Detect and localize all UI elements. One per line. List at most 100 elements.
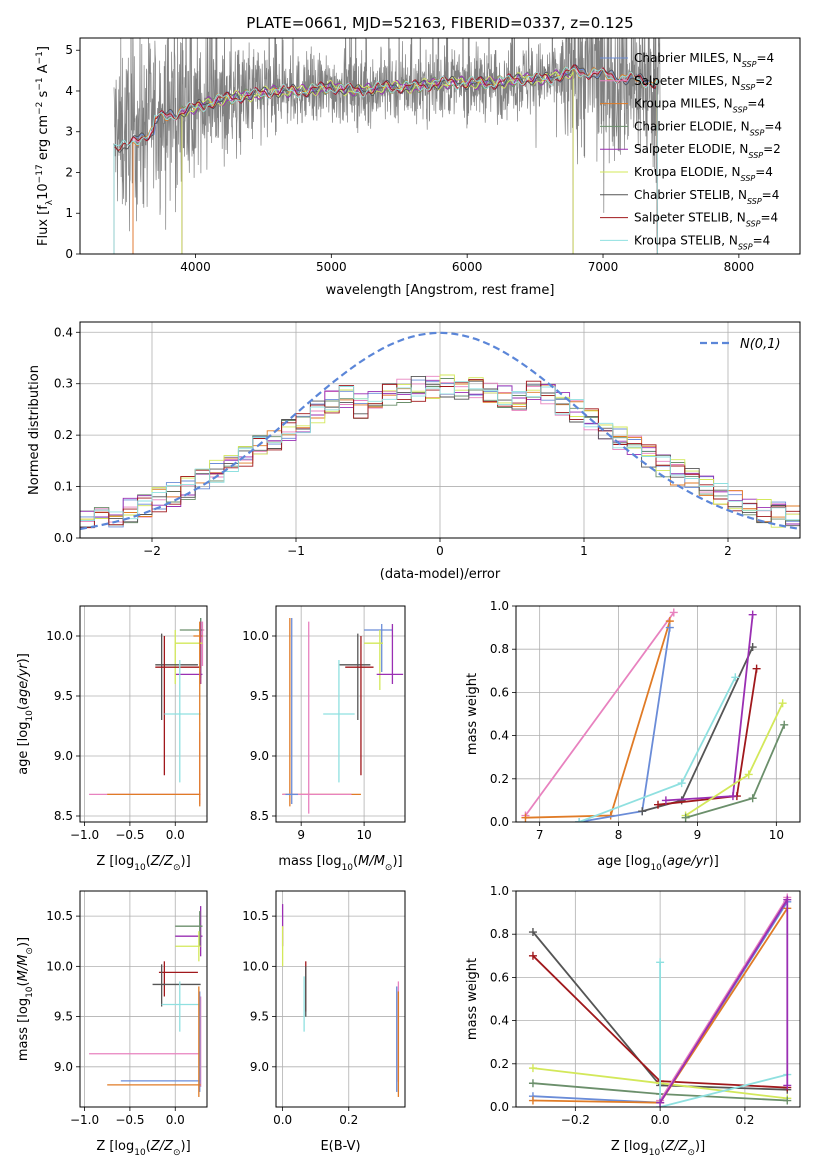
tick-label-y: 9.5 [54,689,73,703]
legend-sub: SSP [750,128,765,137]
series-marker [528,1079,537,1088]
x-axis-label: (data-model)/error [380,567,501,582]
legend-text: Kroupa ELODIE, N [634,165,741,179]
series-line-salpeter-miles [659,897,789,1101]
legend-text: =2 [755,74,773,88]
legend-text: Chabrier STELIB, N [634,188,747,202]
series-marker [778,699,787,708]
axes-frame [79,605,208,823]
tick-label-y: 0.4 [490,729,509,743]
legend-sub: SSP [741,82,756,91]
tick-label-y: 0.4 [490,1014,509,1028]
tick-label-x: −1.0 [70,828,99,842]
axes-frame [515,605,801,823]
label-part: mass [log [278,854,341,869]
x-axis-label: mass [log10(M/M⊙)] [278,854,402,873]
tick-label-x: −0.5 [115,1113,144,1127]
series-marker [528,928,537,937]
tick-label-x: 7000 [588,260,619,274]
plot-area [80,891,207,1107]
series-marker [731,673,740,682]
tick-label-y: 0.2 [490,1057,509,1071]
label-part: )] [181,854,191,869]
tick-label-y: 5 [65,43,73,57]
legend-text: =4 [755,165,773,179]
legend-label: Kroupa MILES, NSSP=4 [634,97,765,115]
panel-mass_vs_EBV: 0.0 0.2 9.0 9.5 10.0 10.5 E(B-V) [242,890,406,1154]
y-axis-label: mass weight [465,958,480,1040]
model-line-salpeter-stelib [113,64,658,254]
label-part: A [36,64,51,77]
tick-label-x: 6000 [452,260,483,274]
legend-text: Salpeter ELODIE, N [634,142,748,156]
tick-label-y: 1.0 [490,884,509,898]
label-part: Z [log [96,1139,134,1154]
series-marker [528,951,537,960]
x-axis-label: E(B-V) [320,1139,360,1154]
tick-label-y: 10.0 [242,629,269,643]
legend-label: Chabrier ELODIE, NSSP=4 [634,119,782,137]
legend-label: Kroupa STELIB, NSSP=4 [634,233,770,251]
series-marker [783,895,792,904]
label-part: ( [662,854,667,869]
tick-label-y: 0.6 [490,970,509,984]
label-part: 10 [25,710,35,722]
tick-label-x: 0 [436,544,444,558]
y-axis-label: mass [log10(M/M⊙)] [16,937,35,1061]
label-part: )] [695,1139,705,1154]
tick-label-y: 0.8 [490,642,509,656]
tick-label-y: 0.4 [54,325,73,339]
legend-label: Chabrier MILES, NSSP=4 [634,51,774,69]
y-axis-label: age [log10(age/yr)] [16,653,35,775]
label-part: Z/Z [150,1139,174,1154]
legend-text: =4 [762,188,780,202]
label-part: ( [146,1139,151,1154]
series-line-kroupa-stelib [659,962,788,1107]
tick-label-y: 9.0 [54,1060,73,1074]
tick-label-x: 9 [297,828,305,842]
series-marker [656,958,665,967]
plot-area [113,38,661,254]
label-part: )] [392,854,402,869]
legend-label: Kroupa ELODIE, NSSP=4 [634,165,773,183]
x-axis-label: wavelength [Angstrom, rest frame] [326,283,555,298]
legend-label: N(0,1) [740,337,781,352]
label-part: ( [146,854,151,869]
label-part: mass [log [16,998,31,1061]
legend-sub: SSP [747,196,762,205]
series-marker [783,1081,792,1090]
label-part: −2 [35,102,45,115]
axes-frame [79,890,208,1108]
label-part: ] [36,46,51,51]
panel-mass_weight_vs_Z: −0.2 0.0 0.2 0.0 0.2 0.4 0.6 0.8 1.0 Z [log10(Z/Z… [465,884,801,1158]
tick-label-x: 9 [694,828,702,842]
label-part: 10 [36,183,51,200]
label-part: Z [log [611,1139,649,1154]
tick-label-x: 2 [724,544,732,558]
label-part: ( [16,705,31,710]
label-part: −1 [35,51,45,64]
tick-label-x: 0.0 [273,1113,292,1127]
tick-label-x: 0.0 [651,1113,670,1127]
legend-text: =4 [760,211,778,225]
series-marker [681,813,690,822]
tick-label-x: −1 [287,544,305,558]
tick-label-y: 0.6 [490,685,509,699]
label-part: Z/Z [664,1139,688,1154]
tick-label-y: 1.0 [490,599,509,613]
series-marker [744,770,753,779]
tick-label-x: 8 [615,828,623,842]
series-marker [638,807,647,816]
tick-label-y: 1 [65,206,73,220]
legend-text: =4 [747,97,765,111]
tick-label-y: 0.0 [490,1100,509,1114]
axes-frame [275,890,406,1108]
tick-label-x: −0.5 [115,828,144,842]
legend-sub: SSP [741,174,756,183]
tick-label-x: 4000 [180,260,211,274]
x-axis-label: Z [log10(Z/Z⊙)] [611,1139,705,1158]
figure-title: PLATE=0661, MJD=52163, FIBERID=0337, z=0… [246,14,633,32]
tick-label-y: 4 [65,84,73,98]
